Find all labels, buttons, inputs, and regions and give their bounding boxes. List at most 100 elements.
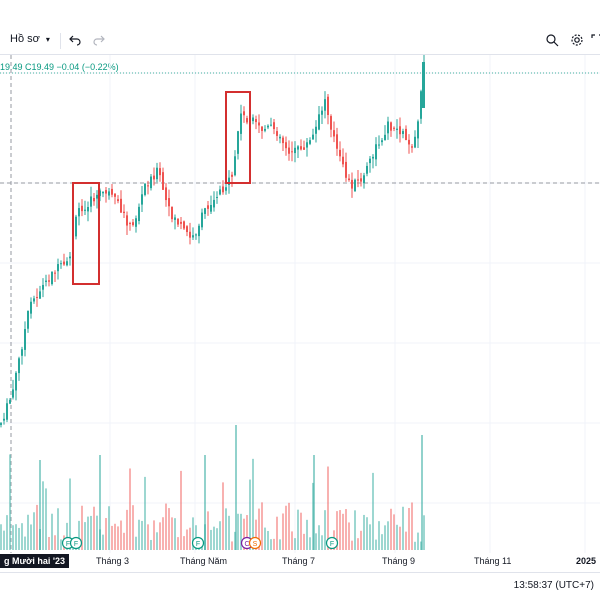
candle-body — [375, 144, 377, 160]
candle-body — [422, 62, 425, 108]
candle-body — [270, 124, 272, 126]
volume-bar — [303, 533, 305, 550]
candle-body — [342, 156, 344, 165]
candle-body — [186, 226, 188, 233]
volume-bar — [87, 516, 89, 550]
volume-bar — [30, 524, 32, 550]
volume-bar — [141, 520, 143, 550]
candle-body — [264, 128, 266, 131]
candle-body — [360, 178, 362, 182]
volume-bar — [180, 470, 182, 550]
volume-bar — [300, 512, 302, 550]
candle-body — [162, 172, 164, 190]
candle-body — [42, 284, 44, 290]
candle-body — [381, 140, 383, 143]
volume-bar — [174, 518, 176, 550]
volume-bar — [222, 482, 224, 550]
volume-bar — [294, 538, 296, 550]
profile-menu[interactable]: Hồ sơ ▾ — [10, 33, 50, 45]
candle-body — [312, 134, 314, 140]
volume-bar — [279, 539, 281, 550]
candle-body — [171, 206, 173, 220]
volume-bar — [216, 528, 218, 550]
x-axis-label: 2025 — [576, 556, 597, 566]
candle-body — [75, 216, 77, 237]
volume-bar — [363, 514, 365, 550]
volume-bar — [27, 514, 29, 550]
candle-body — [78, 208, 80, 217]
candle-body — [315, 126, 317, 134]
volume-bar — [246, 515, 248, 550]
window-top-bar — [0, 0, 600, 29]
candle-body — [237, 131, 239, 154]
candle-body — [300, 146, 302, 150]
gear-icon[interactable] — [568, 31, 586, 49]
candle-body — [321, 110, 323, 115]
volume-bar — [240, 513, 242, 550]
volume-bar — [357, 538, 359, 550]
candle-body — [378, 144, 380, 146]
volume-bar — [126, 509, 128, 550]
volume-bar — [213, 526, 215, 550]
volume-bar — [381, 534, 383, 550]
volume-bar — [144, 476, 146, 550]
volume-bar — [369, 524, 371, 550]
volume-bar — [318, 525, 320, 550]
candle-body — [255, 119, 257, 123]
chevron-down-icon: ▾ — [45, 35, 50, 44]
candle-body — [267, 125, 269, 128]
candle-body — [63, 261, 65, 265]
volume-bar — [207, 511, 209, 550]
volume-bar — [3, 530, 5, 550]
redo-icon[interactable] — [90, 31, 108, 49]
volume-bar — [270, 539, 272, 550]
candle-body — [123, 211, 125, 214]
candle-body — [90, 196, 92, 207]
volume-bar — [354, 510, 356, 550]
volume-bar — [18, 527, 20, 550]
camera-search-icon[interactable] — [543, 31, 561, 49]
volume-bar — [288, 502, 290, 550]
status-bar: 13:58:37 (UTC+7) — [0, 572, 600, 601]
undo-icon[interactable] — [66, 31, 84, 49]
volume-bar — [237, 513, 239, 550]
candle-body — [258, 122, 260, 126]
candle-body — [57, 264, 59, 272]
profile-label: Hồ sơ — [10, 33, 40, 45]
candle-body — [117, 199, 119, 202]
volume-bar — [291, 531, 293, 550]
candle-body — [243, 111, 245, 116]
volume-bar — [405, 531, 407, 550]
candle-body — [387, 121, 389, 134]
candle-body — [177, 218, 179, 225]
candle-body — [351, 179, 353, 189]
candle-body — [234, 156, 236, 176]
candle-body — [216, 196, 218, 198]
candle-body — [306, 142, 308, 148]
candle-body — [261, 126, 263, 131]
volume-bar — [12, 525, 14, 550]
candle-body — [114, 193, 116, 197]
volume-bar — [225, 508, 227, 550]
fullscreen-icon[interactable] — [588, 31, 600, 49]
volume-bar — [96, 515, 98, 550]
candle-body — [384, 134, 386, 141]
candle-body — [420, 91, 422, 119]
candle-body — [111, 188, 113, 195]
volume-bar — [120, 520, 122, 550]
candle-body — [30, 301, 32, 314]
candle-body — [93, 197, 95, 202]
candle-body — [303, 147, 305, 150]
volume-bar — [421, 435, 423, 550]
candle-body — [132, 222, 134, 226]
candle-body — [417, 121, 419, 139]
volume-bar — [81, 505, 83, 550]
candle-body — [174, 217, 176, 220]
candle-body — [222, 186, 224, 193]
event-marker — [248, 536, 262, 550]
candle-body — [327, 96, 329, 116]
volume-bar — [9, 454, 11, 550]
volume-bar — [273, 538, 275, 550]
volume-bar — [150, 539, 152, 550]
